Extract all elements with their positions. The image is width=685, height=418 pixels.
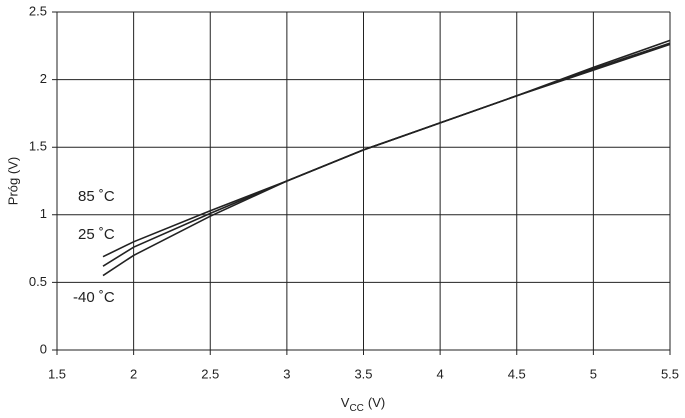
y-tick-label: 1 [40, 206, 47, 221]
x-tick-label: 5 [590, 366, 597, 381]
x-tick-label: 2 [130, 366, 137, 381]
x-label-sub: CC [349, 403, 363, 414]
series-line [102, 39, 671, 277]
series-label: 85 ˚C [78, 188, 115, 205]
x-tick-label: 1.5 [48, 366, 66, 381]
series-line [102, 43, 671, 258]
x-axis-label: VCC (V) [341, 395, 385, 413]
y-tick-label: 2.5 [29, 3, 47, 18]
y-tick-label: 0 [40, 341, 47, 356]
x-tick-label: 3 [283, 366, 290, 381]
x-tick-label: 3.5 [354, 366, 372, 381]
y-tick-label: 0.5 [29, 274, 47, 289]
y-tick-label: 2 [40, 71, 47, 86]
series-line [102, 42, 671, 267]
y-axis-label: Próg (V) [5, 157, 20, 205]
x-tick-label: 4.5 [508, 366, 526, 381]
series-label: 25 ˚C [78, 226, 115, 243]
x-label-unit: (V) [368, 395, 385, 410]
x-tick-label: 5.5 [661, 366, 679, 381]
y-tick-label: 1.5 [29, 139, 47, 154]
x-label-main: V [341, 395, 350, 410]
x-tick-label: 2.5 [201, 366, 219, 381]
x-tick-label: 4 [437, 366, 444, 381]
series-label: -40 ˚C [73, 289, 115, 306]
